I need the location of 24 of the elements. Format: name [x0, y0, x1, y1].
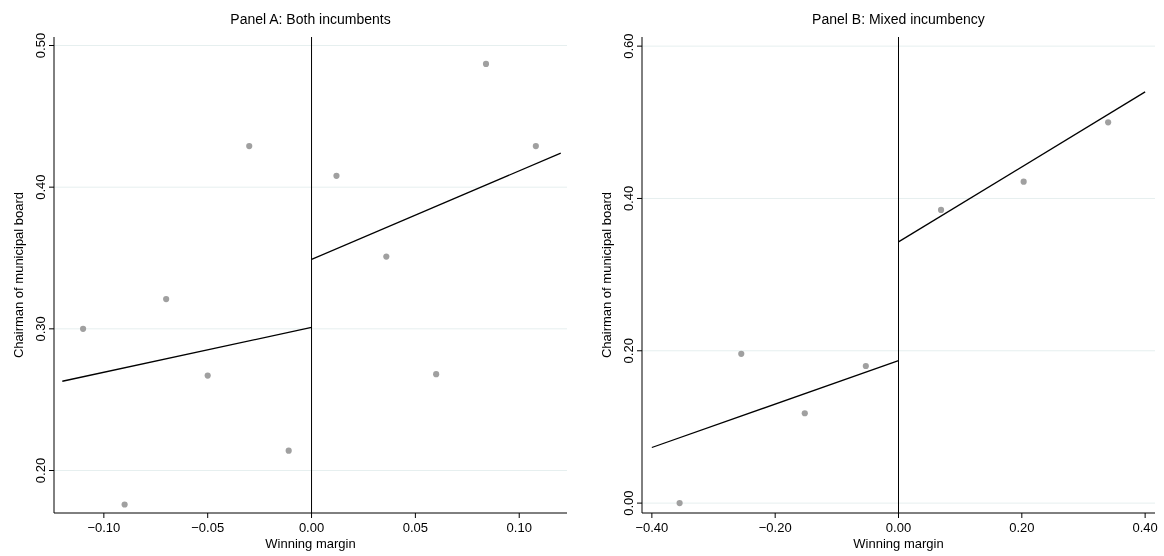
- x-tick-label: 0.00: [298, 520, 325, 535]
- x-tick-label: 0.10: [506, 520, 532, 535]
- y-axis-title: Chairman of municipal board: [599, 191, 614, 359]
- x-axis-title: Winning margin: [265, 536, 356, 551]
- y-tick-label: 0.20: [33, 457, 48, 484]
- y-tick-label: 0.20: [621, 338, 636, 364]
- x-tick-label: 0.20: [1009, 520, 1035, 535]
- y-tick-label: 0.40: [33, 174, 48, 200]
- x-tick-label: −0.05: [191, 520, 225, 535]
- y-tick-label: 0.00: [621, 490, 636, 516]
- y-tick-label: 0.60: [621, 33, 636, 59]
- x-tick-label: 0.00: [885, 520, 912, 535]
- x-tick-label: −0.20: [758, 520, 792, 535]
- chart-title: Panel B: Mixed incumbency: [812, 11, 985, 27]
- x-tick-label: 0.40: [1132, 520, 1158, 535]
- y-tick-label: 0.50: [33, 32, 48, 59]
- x-tick-label: 0.05: [402, 520, 429, 535]
- x-axis-title: Winning margin: [853, 536, 944, 551]
- y-axis-title: Chairman of municipal board: [11, 191, 26, 359]
- chart-title: Panel A: Both incumbents: [230, 11, 391, 27]
- x-tick-label: −0.40: [635, 520, 669, 535]
- y-tick-label: 0.30: [33, 316, 48, 342]
- y-tick-label: 0.40: [621, 185, 636, 212]
- x-tick-label: −0.10: [87, 520, 121, 535]
